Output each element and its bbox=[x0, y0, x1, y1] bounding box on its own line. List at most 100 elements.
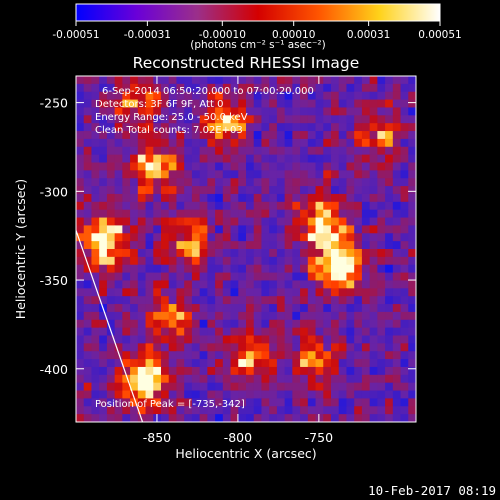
heatmap-cell bbox=[207, 178, 216, 187]
heatmap-cell bbox=[315, 414, 324, 422]
heatmap-cell bbox=[207, 170, 216, 179]
heatmap-cell bbox=[168, 146, 178, 156]
heatmap-cell bbox=[392, 186, 402, 195]
y-axis-label: Heliocentric Y (arcsec) bbox=[13, 179, 28, 319]
heatmap-cell bbox=[361, 154, 371, 164]
heatmap-cell bbox=[361, 99, 371, 109]
heatmap-cell bbox=[99, 374, 108, 384]
heatmap-cell bbox=[292, 186, 301, 195]
heatmap-cell bbox=[292, 115, 301, 124]
heatmap-cell bbox=[222, 272, 232, 282]
heatmap-cell bbox=[408, 335, 416, 344]
heatmap-cell bbox=[83, 91, 93, 101]
heatmap-cell bbox=[377, 146, 386, 156]
heatmap-cell bbox=[122, 319, 131, 329]
heatmap-cell bbox=[106, 209, 116, 219]
heatmap-cell bbox=[222, 225, 232, 234]
heatmap-cell bbox=[91, 115, 100, 124]
heatmap-cell bbox=[346, 131, 355, 140]
heatmap-cell bbox=[323, 225, 332, 234]
heatmap-cell bbox=[385, 311, 394, 321]
heatmap-cell bbox=[253, 162, 263, 171]
heatmap-cell bbox=[307, 272, 317, 282]
heatmap-cell bbox=[222, 123, 232, 132]
heatmap-cell bbox=[284, 162, 293, 171]
heatmap-cell bbox=[114, 296, 123, 305]
heatmap-cell bbox=[168, 76, 178, 85]
heatmap-cell bbox=[284, 209, 293, 219]
heatmap-cell bbox=[284, 382, 293, 392]
heatmap-cell bbox=[331, 414, 340, 422]
heatmap-cell bbox=[238, 76, 247, 85]
heatmap-cell bbox=[168, 170, 178, 179]
heatmap-cell bbox=[385, 193, 394, 203]
heatmap-cell bbox=[145, 83, 154, 93]
heatmap-cell bbox=[91, 83, 100, 93]
heatmap-cell bbox=[338, 193, 348, 203]
heatmap-cell bbox=[346, 256, 355, 266]
heatmap-cell bbox=[315, 83, 324, 93]
heatmap-cell bbox=[246, 296, 255, 305]
heatmap-cell bbox=[161, 390, 170, 400]
heatmap-cell bbox=[315, 390, 324, 400]
heatmap-cell bbox=[269, 76, 278, 85]
heatmap-cell bbox=[300, 264, 309, 274]
heatmap-cell bbox=[400, 217, 409, 227]
heatmap-cell bbox=[215, 146, 224, 156]
heatmap-cell bbox=[230, 374, 239, 384]
heatmap-cell bbox=[83, 319, 93, 329]
heatmap-cell bbox=[238, 170, 247, 179]
heatmap-cell bbox=[199, 366, 208, 376]
heatmap-cell bbox=[361, 225, 371, 234]
heatmap-cell bbox=[191, 366, 201, 376]
heatmap-cell bbox=[76, 83, 85, 93]
heatmap-cell bbox=[307, 99, 317, 109]
heatmap-cell bbox=[184, 193, 193, 203]
heatmap-cell bbox=[307, 115, 317, 124]
heatmap-cell bbox=[307, 154, 317, 164]
heatmap-cell bbox=[346, 107, 355, 116]
heatmap-cell bbox=[215, 225, 224, 234]
heatmap-cell bbox=[106, 76, 116, 85]
heatmap-cell bbox=[261, 170, 270, 179]
heatmap-cell bbox=[130, 304, 139, 313]
heatmap-cell bbox=[122, 296, 131, 305]
heatmap-cell bbox=[122, 209, 131, 219]
heatmap-cell bbox=[361, 296, 371, 305]
heatmap-cell bbox=[400, 374, 409, 384]
heatmap-cell bbox=[137, 91, 147, 101]
heatmap-cell bbox=[99, 327, 108, 337]
heatmap-cell bbox=[207, 304, 216, 313]
heatmap-cell bbox=[191, 319, 201, 329]
heatmap-cell bbox=[338, 217, 348, 227]
heatmap-cell bbox=[346, 264, 355, 274]
heatmap-cell bbox=[315, 225, 324, 234]
heatmap-cell bbox=[261, 209, 270, 219]
heatmap-cell bbox=[222, 107, 232, 116]
heatmap-cell bbox=[338, 115, 348, 124]
heatmap-cell bbox=[354, 374, 363, 384]
heatmap-cell bbox=[269, 382, 278, 392]
heatmap-cell bbox=[361, 311, 371, 321]
heatmap-cell bbox=[269, 241, 278, 250]
heatmap-cell bbox=[176, 366, 185, 376]
heatmap-cell bbox=[400, 91, 409, 101]
heatmap-cell bbox=[184, 99, 193, 109]
heatmap-cell bbox=[137, 414, 147, 422]
heatmap-cell bbox=[137, 296, 147, 305]
heatmap-cell bbox=[215, 319, 224, 329]
x-tick-label: -750 bbox=[305, 430, 333, 445]
heatmap-cell bbox=[400, 241, 409, 250]
heatmap-cell bbox=[253, 186, 263, 195]
heatmap-cell bbox=[230, 304, 239, 313]
heatmap-cell bbox=[76, 272, 85, 282]
heatmap-cell bbox=[307, 249, 317, 258]
heatmap-cell bbox=[253, 280, 263, 289]
heatmap-cell bbox=[392, 233, 402, 242]
heatmap-cell bbox=[408, 351, 416, 360]
heatmap-cell bbox=[361, 123, 371, 132]
heatmap-cell bbox=[91, 170, 100, 179]
heatmap-cell bbox=[307, 288, 317, 297]
heatmap-cell bbox=[106, 406, 116, 415]
heatmap-cell bbox=[215, 178, 224, 187]
